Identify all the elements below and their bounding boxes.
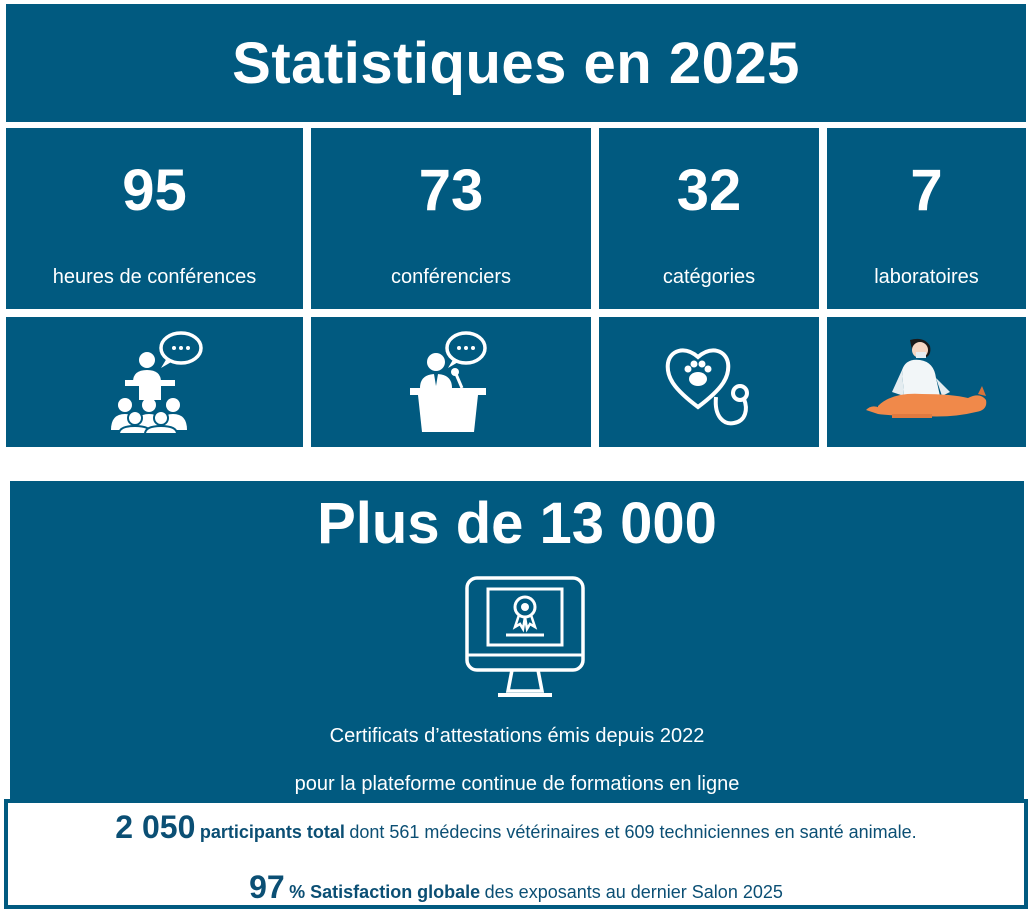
stat-number: 7 bbox=[910, 158, 943, 223]
participants-text: dont 561 médecins vétérinaires et 609 te… bbox=[349, 822, 917, 842]
satisfaction-row: 97 % Satisfaction globale des exposants … bbox=[8, 869, 1024, 906]
stat-speakers: 73 conférenciers bbox=[311, 128, 591, 309]
stat-label: conférenciers bbox=[390, 266, 512, 288]
page-title: Statistiques en 2025 bbox=[232, 30, 800, 96]
stethoscope-paw-icon-cell bbox=[599, 317, 819, 447]
stat-label: catégories bbox=[662, 266, 756, 288]
conference-audience-icon bbox=[110, 331, 203, 434]
certificates-headline: Plus de 13 000 bbox=[317, 491, 717, 556]
stethoscope-paw-icon bbox=[665, 348, 749, 426]
satisfaction-bold-label: % Satisfaction globale bbox=[289, 882, 481, 902]
participants-bold-label: participants total bbox=[199, 822, 345, 842]
stat-label: heures de conférences bbox=[52, 266, 257, 288]
stat-hours: 95 heures de conférences bbox=[6, 128, 303, 309]
speaker-podium-icon bbox=[410, 331, 487, 432]
stat-number: 73 bbox=[418, 158, 484, 223]
participants-number: 2 050 bbox=[115, 809, 196, 845]
veterinarian-illustration-cell bbox=[827, 317, 1026, 447]
conference-audience-icon-cell bbox=[6, 317, 303, 447]
veterinarian-dog-illustration bbox=[865, 338, 986, 418]
stat-categories: 32 catégories bbox=[599, 128, 819, 309]
certificate-monitor-icon bbox=[465, 576, 585, 697]
satisfaction-number: 97 bbox=[249, 869, 285, 905]
certificates-text-line1: Certificats d’attestations émis depuis 2… bbox=[329, 725, 705, 747]
certificates-section: Plus de 13 000 Certificats d’attestation… bbox=[10, 481, 1024, 799]
certificates-text-line2: pour la plateforme continue de formation… bbox=[294, 773, 740, 795]
header-banner: Statistiques en 2025 bbox=[6, 4, 1026, 122]
participants-row: 2 050 participants total dont 561 médeci… bbox=[8, 809, 1024, 846]
speaker-podium-icon-cell bbox=[311, 317, 591, 447]
summary-box: 2 050 participants total dont 561 médeci… bbox=[4, 799, 1028, 909]
stat-number: 95 bbox=[122, 158, 187, 223]
satisfaction-text: des exposants au dernier Salon 2025 bbox=[484, 882, 783, 902]
stat-number: 32 bbox=[676, 158, 742, 223]
stat-labs: 7 laboratoires bbox=[827, 128, 1026, 309]
stat-label: laboratoires bbox=[874, 266, 979, 288]
